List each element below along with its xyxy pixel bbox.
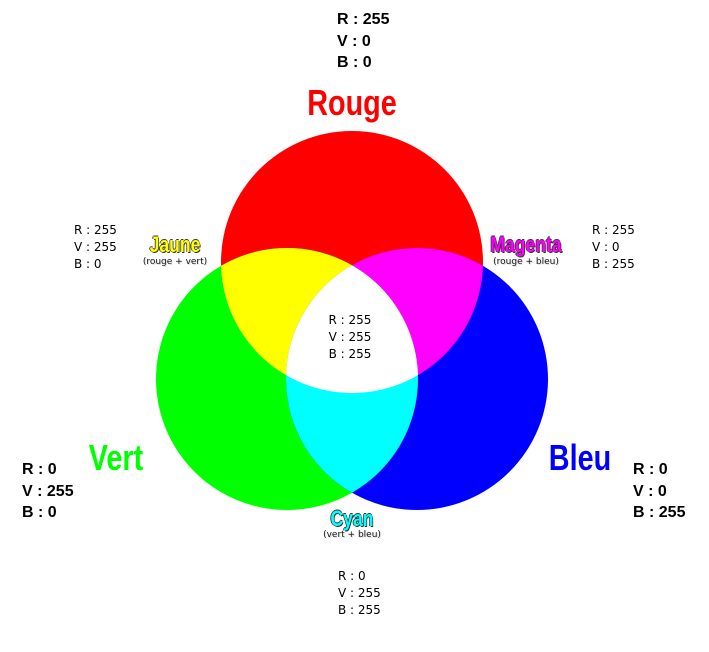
vert-title: Vert — [88, 437, 144, 478]
bleu-b-value: B : 255 — [633, 504, 686, 521]
bleu-v-value: V : 0 — [633, 482, 667, 500]
cyan-b-value: B : 255 — [338, 603, 381, 617]
magenta-subtitle: (rouge + bleu) — [493, 257, 559, 267]
vert-values: R : 0 V : 255 B : 0 — [22, 459, 74, 524]
vert-b-value: B : 0 — [22, 504, 57, 521]
magenta-values: R : 255 V : 0 B : 255 — [592, 222, 635, 273]
cyan-v-value: V : 255 — [338, 586, 381, 600]
cyan-values: R : 0 V : 255 B : 255 — [338, 568, 381, 619]
magenta-r-value: R : 255 — [592, 223, 635, 237]
jaune-v-value: V : 255 — [74, 240, 117, 254]
jaune-values: R : 255 V : 255 B : 0 — [74, 222, 117, 273]
jaune-title: Jaune — [149, 232, 201, 257]
cyan-r-value: R : 0 — [338, 569, 366, 583]
rouge-values: R : 255 V : 0 B : 0 — [337, 9, 389, 74]
blanc-r-value: R : 255 — [328, 313, 372, 327]
jaune-subtitle: (rouge + vert) — [142, 257, 208, 267]
blanc-values: R : 255 V : 255 B : 255 — [318, 312, 382, 363]
magenta-b-value: B : 255 — [592, 257, 635, 271]
rouge-b-value: B : 0 — [337, 54, 372, 71]
cyan-subtitle: (vert + bleu) — [323, 530, 381, 540]
rouge-r-value: R : 255 — [337, 11, 390, 28]
rouge-title: Rouge — [307, 82, 397, 123]
jaune-r-value: R : 255 — [74, 223, 117, 237]
magenta-v-value: V : 0 — [592, 240, 620, 254]
bleu-values: R : 0 V : 0 B : 255 — [633, 459, 685, 524]
bleu-r-value: R : 0 — [633, 461, 668, 478]
rouge-v-value: V : 0 — [337, 32, 371, 50]
vert-v-value: V : 255 — [22, 482, 74, 500]
bleu-title: Bleu — [548, 437, 612, 478]
cyan-title: Cyan — [330, 506, 374, 531]
vert-r-value: R : 0 — [22, 461, 57, 478]
blanc-b-value: B : 255 — [328, 347, 372, 361]
blanc-v-value: V : 255 — [328, 330, 372, 344]
jaune-b-value: B : 0 — [74, 257, 102, 271]
magenta-title: Magenta — [490, 232, 562, 257]
